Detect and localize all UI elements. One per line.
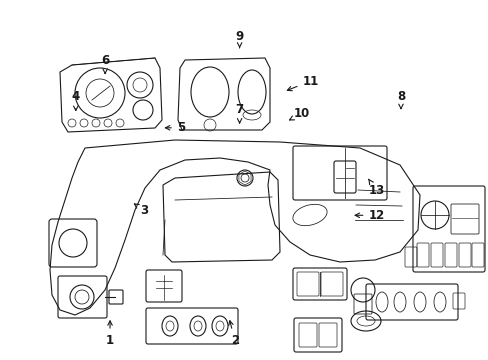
Text: 4: 4: [72, 90, 80, 111]
Text: 7: 7: [235, 103, 243, 123]
Text: 5: 5: [165, 121, 184, 134]
Text: 13: 13: [367, 179, 384, 197]
Text: 9: 9: [235, 30, 243, 48]
Text: 10: 10: [289, 107, 309, 120]
Text: 6: 6: [101, 54, 109, 73]
Text: 2: 2: [228, 321, 238, 347]
Text: 12: 12: [354, 209, 384, 222]
Text: 1: 1: [106, 321, 114, 347]
Text: 8: 8: [396, 90, 404, 109]
Text: 3: 3: [134, 204, 148, 217]
Text: 11: 11: [287, 75, 318, 91]
